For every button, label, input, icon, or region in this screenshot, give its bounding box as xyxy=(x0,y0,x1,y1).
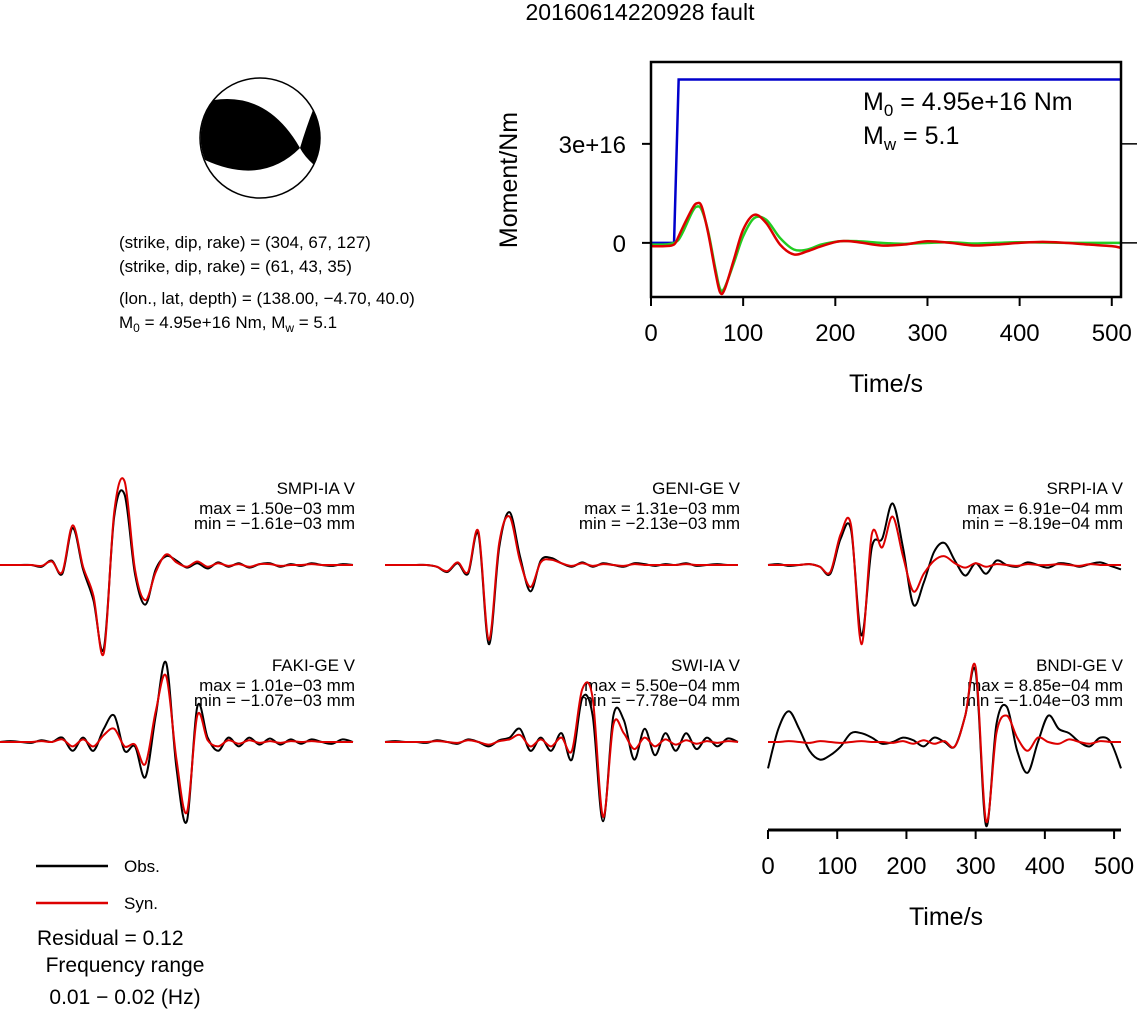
subscript: w xyxy=(883,135,897,154)
station-label: GENI-GE V xyxy=(652,479,741,498)
station-label: FAKI-GE V xyxy=(272,656,356,675)
frequency-range: 0.01 − 0.02 (Hz) xyxy=(49,986,200,1009)
text-part: M xyxy=(119,313,133,332)
legend-label: Syn. xyxy=(124,894,158,913)
x-tick-label: 100 xyxy=(817,853,857,880)
text-part: = 5.1 xyxy=(896,122,959,150)
frequency-label: Frequency range xyxy=(46,954,205,977)
min-label: min = −8.19e−04 mm xyxy=(962,514,1123,533)
syn-trace xyxy=(384,681,739,818)
plot-frame xyxy=(649,60,1123,299)
min-label: min = −1.61e−03 mm xyxy=(194,514,355,533)
x-tick-label: 100 xyxy=(723,320,763,347)
moment-line: M0 = 4.95e+16 Nm, Mw = 5.1 xyxy=(119,313,337,335)
text-part: = 4.95e+16 Nm, M xyxy=(140,313,286,332)
min-label: min = −1.04e−03 mm xyxy=(962,691,1123,710)
syn-trace xyxy=(767,515,1121,646)
station-label: SMPI-IA V xyxy=(277,479,356,498)
mechanism-line: (strike, dip, rake) = (304, 67, 127) xyxy=(119,233,371,252)
x-tick-label: 500 xyxy=(1092,320,1132,347)
syn-trace xyxy=(767,662,1122,824)
station-label: SWI-IA V xyxy=(671,656,741,675)
y-tick-label: 0 xyxy=(613,231,626,258)
text-part: = 4.95e+16 Nm xyxy=(893,88,1072,116)
max-label: max = 1.31e−03 mm xyxy=(584,499,740,518)
syn-trace xyxy=(384,515,738,641)
x-axis-label: Time/s xyxy=(909,903,983,931)
subscript: 0 xyxy=(133,321,140,335)
beachball xyxy=(199,77,321,199)
max-label: max = 1.50e−03 mm xyxy=(199,499,355,518)
text-part: = 5.1 xyxy=(294,313,337,332)
mechanism-line: (strike, dip, rake) = (61, 43, 35) xyxy=(119,257,352,276)
min-label: min = −7.78e−04 mm xyxy=(579,691,740,710)
x-tick-label: 300 xyxy=(956,853,996,880)
min-label: min = −2.13e−03 mm xyxy=(579,514,740,533)
x-tick-label: 400 xyxy=(1025,853,1065,880)
text-part: M xyxy=(863,122,884,150)
moment-line xyxy=(651,78,1121,245)
x-tick-label: 0 xyxy=(644,320,657,347)
x-tick-label: 500 xyxy=(1094,853,1134,880)
annotation: Mw = 5.1 xyxy=(863,122,959,154)
figure-title: 20160614220928 fault xyxy=(526,0,756,25)
obs-trace xyxy=(0,660,354,824)
x-tick-label: 0 xyxy=(761,853,774,880)
x-tick-label: 400 xyxy=(1000,320,1040,347)
annotation: M0 = 4.95e+16 Nm xyxy=(863,88,1073,120)
x-tick-label: 300 xyxy=(907,320,947,347)
max-label: max = 1.01e−03 mm xyxy=(199,676,355,695)
subscript: 0 xyxy=(884,101,893,120)
max-label: max = 8.85e−04 mm xyxy=(967,676,1123,695)
station-label: SRPI-IA V xyxy=(1046,479,1123,498)
y-axis-label: Moment/Nm xyxy=(495,112,523,248)
station-label: BNDI-GE V xyxy=(1036,656,1124,675)
x-tick-label: 200 xyxy=(886,853,926,880)
text-part: M xyxy=(863,88,884,116)
min-label: min = −1.07e−03 mm xyxy=(194,691,355,710)
mechanism-line: (lon., lat, depth) = (138.00, −4.70, 40.… xyxy=(119,289,415,308)
max-label: max = 6.91e−04 mm xyxy=(967,499,1123,518)
y-tick-label: 3e+16 xyxy=(559,132,626,159)
subscript: w xyxy=(284,321,294,335)
syn-trace xyxy=(0,477,353,657)
compressional-quadrant xyxy=(300,110,321,165)
x-axis-label: Time/s xyxy=(849,370,923,398)
legend-label: Obs. xyxy=(124,857,160,876)
syn-trace xyxy=(0,673,353,815)
residual: Residual = 0.12 xyxy=(37,927,184,950)
max-label: max = 5.50e−04 mm xyxy=(584,676,740,695)
compressional-quadrant xyxy=(200,99,300,171)
moment-line xyxy=(650,201,1122,296)
x-tick-label: 200 xyxy=(815,320,855,347)
obs-trace xyxy=(767,502,1122,637)
